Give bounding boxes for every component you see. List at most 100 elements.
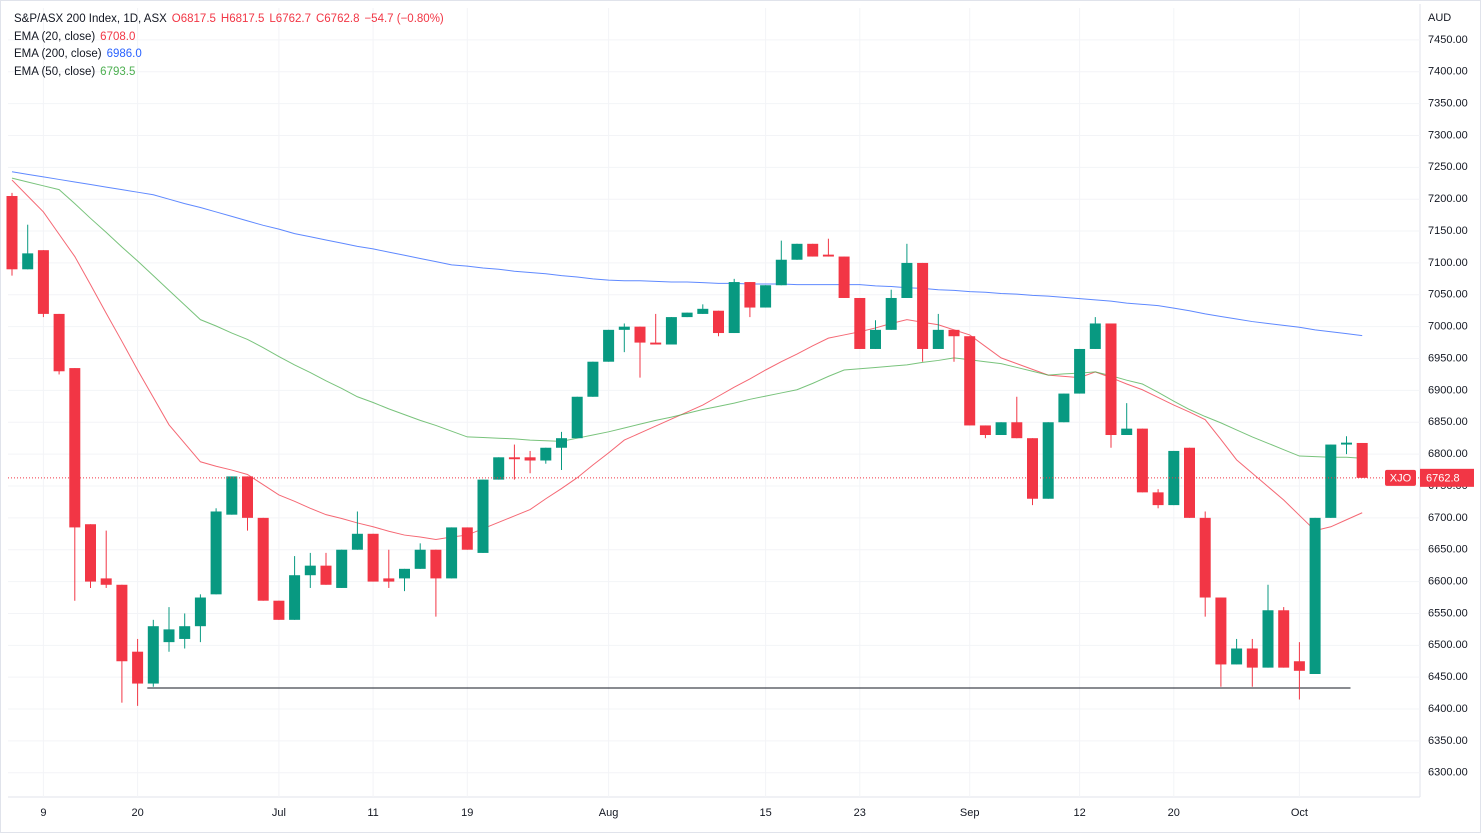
candle-body (1325, 444, 1337, 518)
candle-body (132, 651, 144, 684)
x-tick-label: 15 (759, 807, 771, 819)
legend-label: EMA (200, close) (14, 48, 102, 60)
legend-item: EMA (20, close) 6708.0 (14, 29, 454, 47)
legend-value: 6986.0 (106, 48, 142, 60)
candle-body (979, 425, 991, 436)
candle-body (1121, 428, 1133, 436)
candle-body (665, 317, 677, 345)
y-tick-label: 6900.00 (1428, 384, 1468, 396)
x-tick-label: 19 (461, 807, 473, 819)
legend-label: EMA (50, close) (14, 65, 96, 78)
candle-body (493, 457, 505, 480)
y-tick-label: 7000.00 (1428, 321, 1468, 333)
candle-body (179, 626, 191, 639)
candle-body (304, 565, 316, 576)
candle-body (430, 549, 442, 579)
candle-body (477, 479, 489, 553)
candle-body (85, 524, 96, 582)
y-tick-label: 6650.00 (1428, 544, 1468, 556)
candle-body (1042, 422, 1054, 499)
candle-body (917, 262, 929, 349)
candle-body (650, 342, 662, 345)
candle-body (728, 282, 740, 334)
candle-body (399, 568, 410, 579)
candle-body (948, 329, 960, 337)
ohlc-value: H6817.5 (220, 13, 265, 25)
candle-body (964, 336, 976, 426)
candle-body (1278, 610, 1290, 668)
x-tick-label: Oct (1291, 807, 1308, 819)
candle-body (901, 262, 913, 298)
ohlc-value: L6762.7 (269, 13, 311, 25)
x-tick-label: 9 (40, 807, 46, 819)
candle-body (1262, 610, 1274, 668)
currency: AUD (1428, 12, 1451, 24)
candle-body (1058, 393, 1070, 423)
y-tick-label: 6850.00 (1428, 416, 1468, 428)
candle-body (1215, 597, 1227, 665)
symbol-label: XJO (1390, 473, 1412, 485)
candle-body (6, 196, 18, 270)
ohlc: O6817.5 H6817.5 L6762.7 C6762.8 −54.7 (−0.80… (172, 13, 449, 25)
y-tick-label: 6950.00 (1428, 352, 1468, 364)
candle-body (210, 511, 222, 595)
y-tick-label: 7450.00 (1428, 34, 1468, 46)
y-tick-label: 7150.00 (1428, 225, 1468, 237)
candle-body (242, 476, 253, 518)
candle-body (320, 565, 332, 585)
y-tick-label: 6400.00 (1428, 703, 1468, 715)
y-tick-label: 7300.00 (1428, 129, 1468, 141)
legend-item: EMA (50, close) 6793.5 (14, 64, 454, 82)
y-tick-label: 6500.00 (1428, 639, 1468, 651)
candle-body (1309, 517, 1321, 674)
candle-body (273, 600, 285, 620)
y-tick-label: 7400.00 (1428, 66, 1468, 78)
candle-body (1136, 428, 1148, 493)
candle-body (571, 396, 583, 439)
legend-label: EMA (20, close) (14, 30, 96, 43)
y-tick-label: 6350.00 (1428, 735, 1468, 747)
x-tick-label: 23 (854, 807, 866, 819)
candle-body (681, 312, 693, 318)
y-tick-label: 7050.00 (1428, 289, 1468, 301)
symbol-tag (1385, 469, 1416, 486)
x-tick-label: 12 (1073, 807, 1085, 819)
candle-body (713, 310, 724, 334)
candle-body (163, 629, 175, 643)
ema-line (11, 179, 1363, 541)
candle-body (1184, 447, 1195, 518)
y-tick-label: 7200.00 (1428, 193, 1468, 205)
candle-body (1293, 661, 1305, 671)
candle-body (37, 250, 49, 314)
candle-body (53, 313, 65, 372)
ema-line (11, 177, 1363, 459)
candle-body (1089, 323, 1101, 349)
candle-body (995, 422, 1007, 436)
y-tick-label: 7350.00 (1428, 98, 1468, 110)
legend: S&P/ASX 200 Index, 1D, ASX O6817.5 H6817.5… (14, 11, 454, 81)
candle-body (1246, 648, 1258, 668)
candle-body (1027, 438, 1038, 499)
y-tick-label: 6800.00 (1428, 448, 1468, 460)
x-tick-label: 11 (367, 807, 378, 819)
candle-body (1356, 442, 1368, 478)
candle-body (116, 584, 128, 662)
x-tick-label: 20 (131, 807, 143, 819)
y-tick-label: 6450.00 (1428, 671, 1468, 683)
candle-body (854, 297, 866, 349)
candle-body (885, 297, 897, 330)
x-tick-label: Sep (960, 807, 980, 819)
candle-body (22, 253, 34, 270)
header-row: S&P/ASX 200 Index, 1D, ASX O6817.5 H6817.5… (14, 11, 454, 29)
candle-body (147, 626, 159, 684)
legend-value: 6793.5 (100, 65, 136, 78)
candle-body (791, 243, 803, 260)
legend-item: EMA (200, close) 6986.0 (14, 46, 454, 64)
ohlc-value: −54.7 (−0.80%) (364, 13, 444, 25)
candle-body (414, 549, 426, 569)
candle-body (1152, 492, 1164, 506)
ohlc-value: O6817.5 (171, 13, 216, 25)
candle-body (257, 517, 269, 601)
